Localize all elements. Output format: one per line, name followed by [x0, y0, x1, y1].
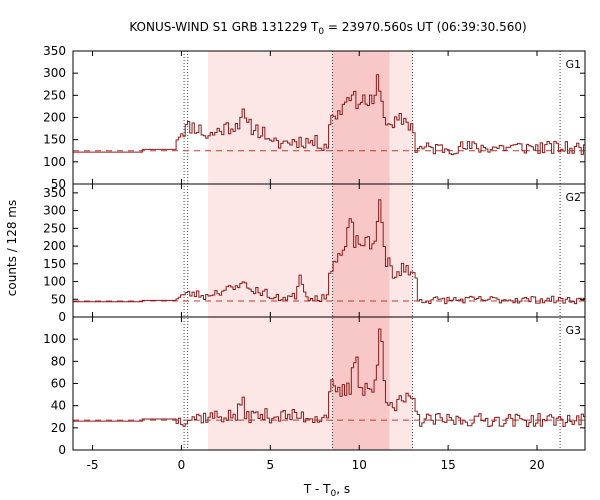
chart-title-main: KONUS-WIND S1 GRB 131229 T: [129, 20, 319, 34]
x-tick-label: 5: [267, 458, 275, 472]
light-curve-g2: [73, 199, 585, 305]
x-axis-label-subscript: 0: [331, 489, 337, 499]
y-tick-label: 300: [43, 204, 66, 218]
panel-label-g1: G1: [565, 58, 581, 71]
x-tick-label: 10: [352, 458, 367, 472]
y-tick-label: 150: [43, 133, 66, 147]
y-tick-label: 50: [51, 177, 66, 191]
y-tick-label: 150: [43, 257, 66, 271]
y-tick-label: 250: [43, 221, 66, 235]
y-tick-label: 60: [51, 377, 66, 391]
chart-title-rest: = 23970.560s UT (06:39:30.560): [324, 20, 527, 34]
y-tick-label: 350: [43, 44, 66, 58]
x-axis-label-main: T - T: [303, 482, 331, 496]
y-tick-label: 100: [43, 155, 66, 169]
y-tick-label: 100: [43, 275, 66, 289]
panel-g1: 50 100 150 200 250 300 350 G1: [43, 44, 586, 191]
panel-g3: 0 20 40 60 80 100 G3: [43, 316, 586, 457]
panel-label-g2: G2: [565, 191, 581, 204]
chart-title-subscript: 0: [318, 27, 324, 37]
y-axis-label: counts / 128 ms: [5, 200, 19, 296]
chart-title: KONUS-WIND S1 GRB 131229 T0 = 23970.560s…: [129, 20, 526, 37]
y-tick-label: 80: [51, 354, 66, 368]
y-tick-label: 20: [51, 421, 66, 435]
y-tick-label: 350: [43, 186, 66, 200]
x-axis-label: T - T0, s: [303, 482, 350, 499]
x-tick-label: -5: [87, 458, 99, 472]
light-curve-g3: [73, 328, 585, 427]
x-axis-label-rest: , s: [336, 482, 350, 496]
y-tick-label: 40: [51, 399, 66, 413]
y-tick-label: 0: [58, 443, 66, 457]
y-tick-label: 200: [43, 111, 66, 125]
y-tick-label: 50: [51, 292, 66, 306]
y-tick-label: 250: [43, 88, 66, 102]
x-tick-label: 15: [440, 458, 455, 472]
y-tick-label: 300: [43, 66, 66, 80]
x-tick-label: 20: [529, 458, 544, 472]
panel-label-g3: G3: [565, 324, 581, 337]
y-tick-label: 200: [43, 239, 66, 253]
light-curve-g1: [73, 74, 585, 156]
plot-area: 50100150200250300350G1050100150200250300…: [43, 44, 586, 472]
shaded-region-2: [332, 51, 390, 450]
y-tick-label: 100: [43, 332, 66, 346]
y-tick-label: 0: [58, 310, 66, 324]
x-tick-label: 0: [178, 458, 186, 472]
